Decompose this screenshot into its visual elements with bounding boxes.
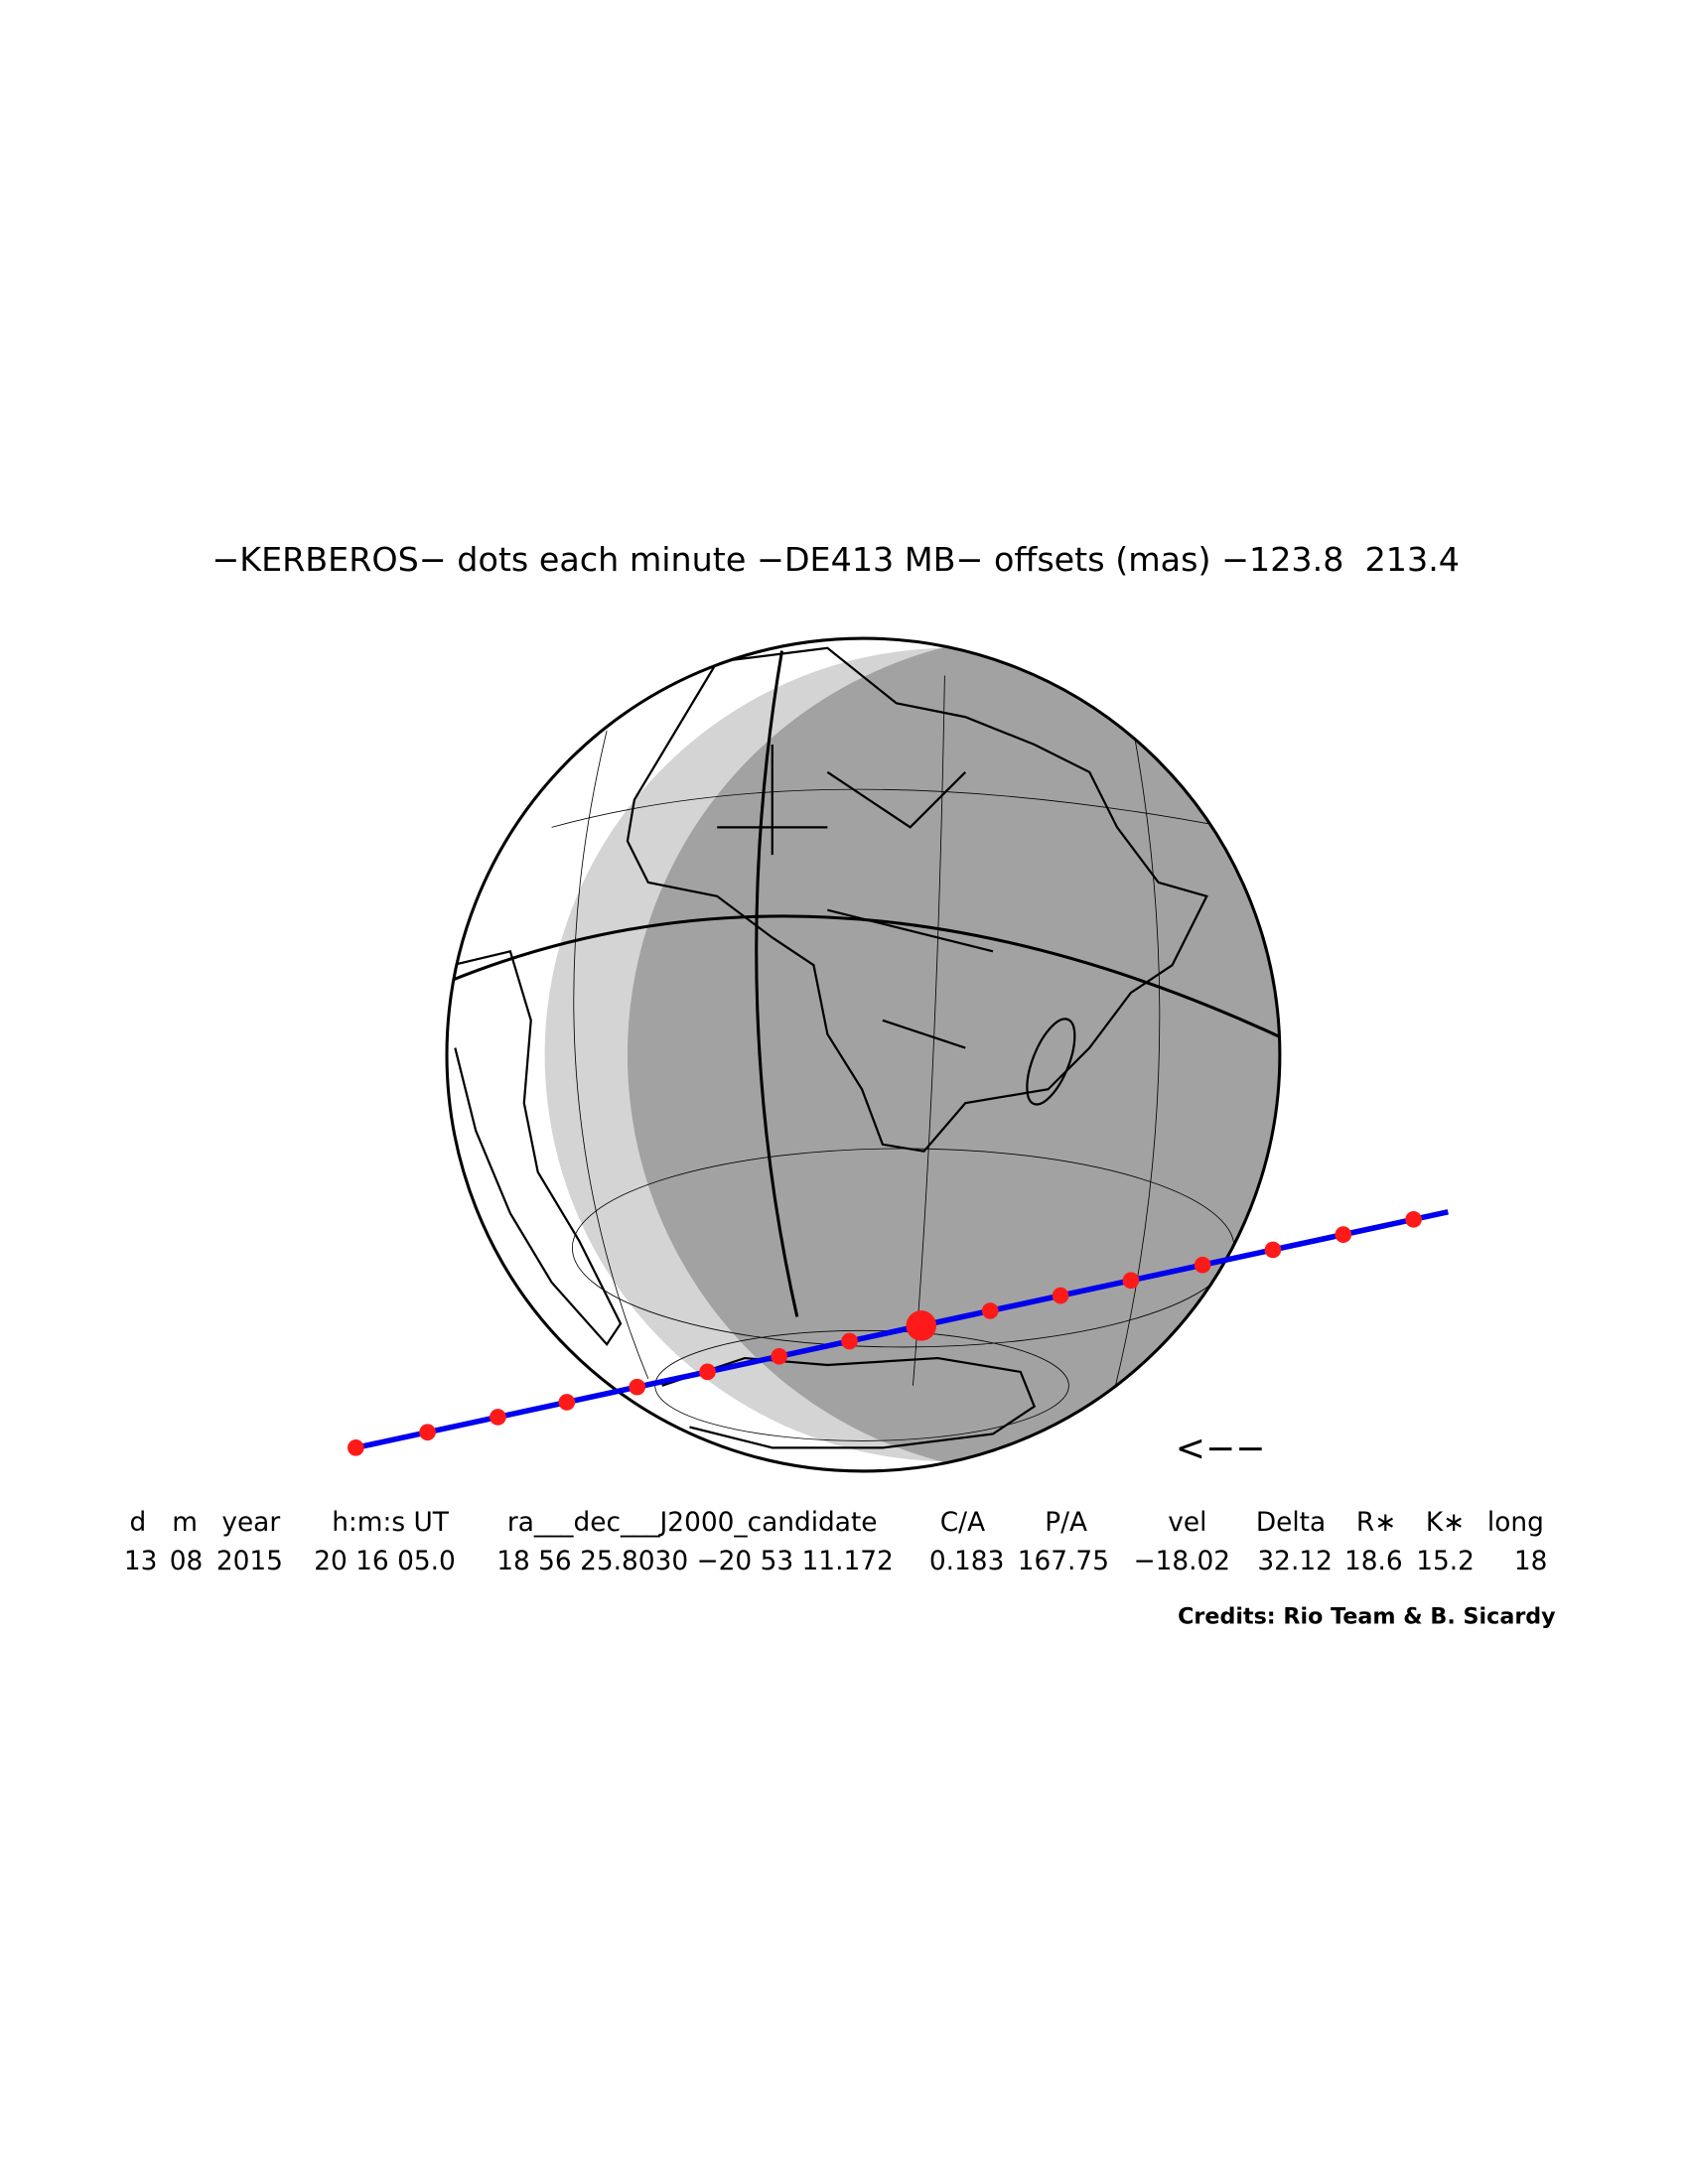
map-title: −KERBEROS− dots each minute −DE413 MB− o… <box>211 540 1460 579</box>
table-cell: 18.6 <box>1344 1547 1403 1576</box>
table-cell: 167.75 <box>1018 1547 1109 1576</box>
table-header: d <box>130 1508 147 1538</box>
table-cell: 13 <box>124 1547 158 1576</box>
track-dot <box>348 1439 364 1456</box>
credits: Credits: Rio Team & B. Sicardy <box>1178 1604 1556 1630</box>
track-dot <box>1052 1287 1069 1304</box>
table-cell: 20 16 05.0 <box>314 1547 456 1576</box>
track-dot <box>906 1310 937 1341</box>
track-dot <box>490 1409 506 1426</box>
table-header: C/A <box>940 1508 985 1538</box>
table-header: vel <box>1168 1508 1206 1538</box>
track-dot <box>981 1302 999 1319</box>
table-header: Delta <box>1256 1508 1326 1538</box>
track-dot <box>1264 1241 1282 1259</box>
table-cell: 08 <box>170 1547 204 1576</box>
track-dot <box>771 1347 788 1365</box>
table-header: long <box>1487 1508 1544 1538</box>
map-canvas: −KERBEROS− dots each minute −DE413 MB− o… <box>124 540 1556 1630</box>
track-dot <box>629 1378 646 1396</box>
table-cell: 18 <box>1514 1547 1548 1576</box>
track-dot <box>1122 1272 1140 1290</box>
track-dot <box>1194 1256 1211 1274</box>
table-header: ra___dec___J2000_candidate <box>507 1508 878 1538</box>
table-header: year <box>221 1508 280 1538</box>
table-header: h:m:s UT <box>332 1508 450 1538</box>
table-header: P/A <box>1045 1508 1087 1538</box>
direction-arrow: <−− <box>1176 1427 1266 1469</box>
event-table: d m year h:m:s UT ra___dec___J2000_candidate… <box>124 1508 1548 1576</box>
table-cell: 18 56 25.8030 −20 53 11.172 <box>496 1547 894 1576</box>
table-cell: 2015 <box>216 1547 283 1576</box>
table-header: m <box>172 1508 198 1538</box>
shadow-track <box>348 1209 1449 1456</box>
table-cell: −18.02 <box>1133 1547 1230 1576</box>
track-dot <box>1335 1226 1352 1243</box>
track-dot <box>558 1394 576 1411</box>
globe <box>445 636 1282 1473</box>
table-cell: 0.183 <box>929 1547 1005 1576</box>
table-header: K∗ <box>1426 1508 1465 1538</box>
table-cell: 32.12 <box>1257 1547 1333 1576</box>
track-dot <box>699 1363 716 1381</box>
table-cell: 15.2 <box>1416 1547 1475 1576</box>
track-dot <box>1405 1211 1422 1228</box>
table-header: R∗ <box>1356 1508 1396 1538</box>
track-dot <box>841 1332 858 1350</box>
track-dot <box>419 1424 436 1441</box>
